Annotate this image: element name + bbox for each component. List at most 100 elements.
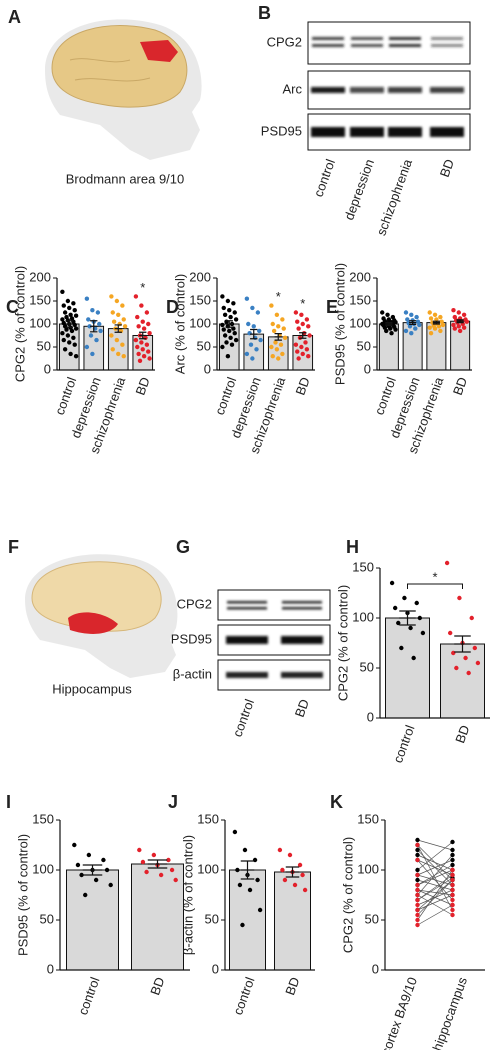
data-point [60,331,65,336]
blot-row-label: CPG2 [267,34,302,49]
data-point [271,328,277,334]
data-point [278,342,284,347]
band [227,601,267,604]
data-point [87,324,92,329]
data-point [269,303,274,308]
y-tick-label: 150 [189,292,211,307]
data-point [62,310,68,315]
data-point [411,655,416,661]
y-tick-label: 0 [204,361,211,376]
data-point [417,615,423,621]
data-point [276,324,281,329]
data-point [141,354,147,359]
blot-row-label: Arc [283,81,303,96]
bar [440,643,485,719]
data-point [384,328,389,334]
data-point [461,312,467,317]
data-point [409,312,414,317]
y-tick-label: 100 [349,315,371,330]
data-point [296,356,301,361]
panel-letter: K [330,792,343,812]
data-point [303,340,308,345]
band [282,601,322,604]
data-point [144,310,150,315]
y-tick-label: 200 [189,269,211,284]
data-point [444,560,450,566]
data-point [116,351,121,357]
blot-row-label: β-actin [173,666,212,681]
data-point [247,887,253,893]
y-tick-label: 100 [352,609,374,624]
data-point [408,625,413,631]
band [312,37,344,40]
data-point [450,897,455,903]
error-bar [432,320,440,325]
pair-line [417,894,453,911]
data-point [90,308,95,313]
data-point [120,342,125,347]
data-point [436,324,442,329]
data-point [415,857,420,863]
data-point [454,665,459,671]
data-point [257,907,263,913]
pair-line [417,894,453,916]
data-point [151,852,157,858]
caption: Hippocampus [52,681,132,696]
data-point [287,852,293,858]
y-tick-label: 50 [357,338,371,353]
pair-line [417,854,453,871]
pair-line [417,841,453,871]
data-point [232,829,238,835]
data-point [84,344,90,350]
error-bar [225,320,233,328]
data-point [428,316,434,321]
data-point [427,325,432,330]
data-point [292,882,298,888]
data-point [415,912,420,918]
data-point [246,321,251,327]
data-point [452,326,458,331]
x-tick-label: BD [450,375,470,397]
panel-letter: D [166,297,179,317]
blot-lane-label: BD [437,157,457,179]
data-point [254,347,259,352]
data-point [135,344,140,350]
pair-line [417,879,453,916]
data-point [466,670,471,676]
data-point [71,301,76,306]
y-tick-label: 100 [357,861,379,876]
data-point [68,312,73,317]
error-bar [299,332,307,339]
data-point [72,342,77,347]
error-bar [82,864,103,876]
significance-label: * [300,296,305,311]
data-point [392,605,398,611]
data-point [220,322,225,328]
band [350,87,384,93]
error-bar [399,610,416,626]
data-point [220,294,225,299]
data-point [250,356,255,361]
data-point [469,615,474,621]
data-point [407,324,413,329]
pair-line [417,874,453,901]
data-point [450,862,455,868]
y-tick-label: 100 [189,315,211,330]
data-point [415,877,420,883]
data-point [450,852,455,858]
band [388,127,422,137]
data-point [227,328,232,334]
error-bar [139,331,147,340]
data-point [396,620,401,626]
data-point [137,847,142,853]
y-tick-label: 50 [37,338,51,353]
data-point [67,305,72,311]
error-bar [274,333,282,341]
data-point [146,349,151,354]
y-tick-label: 50 [40,911,54,926]
x-tick-label: control [212,375,239,417]
brain-illustration-a [45,19,202,160]
blot-row-label: CPG2 [177,596,212,611]
data-point [451,322,456,328]
data-point [73,354,79,359]
